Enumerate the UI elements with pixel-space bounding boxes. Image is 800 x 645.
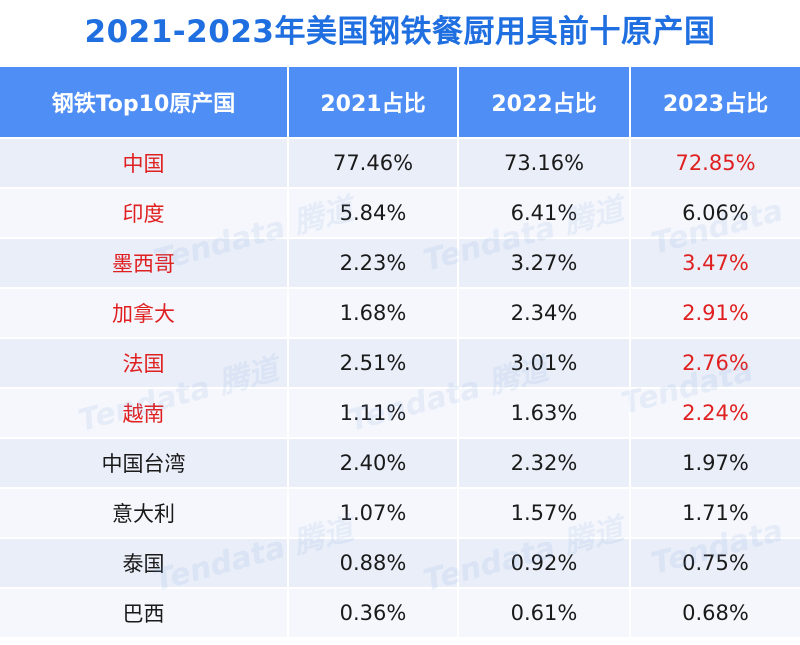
table-row: 巴西 0.36% 0.61% 0.68%: [0, 587, 800, 637]
row-2022-value: 1.63%: [458, 387, 631, 438]
row-2022-value: 0.92%: [458, 537, 631, 588]
table-row: 墨西哥 2.23% 3.27% 3.47%: [0, 237, 800, 288]
row-2022-value: 0.61%: [458, 587, 631, 637]
table-row: 中国台湾 2.40% 2.32% 1.97%: [0, 437, 800, 488]
table-header-row: 钢铁Top10原产国 2021占比 2022占比 2023占比: [0, 67, 800, 138]
row-country-cell: 加拿大: [0, 287, 289, 338]
chart-title: 2021-2023年美国钢铁餐厨用具前十原产国: [84, 14, 716, 50]
row-2023-value: 0.75%: [630, 537, 800, 588]
row-2021-value: 1.07%: [288, 487, 459, 538]
row-country-cell: 墨西哥: [0, 237, 289, 288]
row-2021-value: 77.46%: [288, 137, 459, 188]
column-header-2023: 2023占比: [630, 67, 800, 138]
table-row: 法国 2.51% 3.01% 2.76%: [0, 337, 800, 388]
table-row: 意大利 1.07% 1.57% 1.71%: [0, 487, 800, 538]
column-header-country: 钢铁Top10原产国: [0, 67, 289, 138]
row-country-cell: 印度: [0, 187, 289, 238]
row-2023-value: 2.24%: [630, 387, 800, 438]
row-2021-value: 0.36%: [288, 587, 459, 637]
data-table: 钢铁Top10原产国 2021占比 2022占比 2023占比 中国 77.46%…: [0, 67, 800, 637]
row-country-cell: 中国台湾: [0, 437, 289, 488]
row-2022-value: 3.01%: [458, 337, 631, 388]
row-2023-value: 2.91%: [630, 287, 800, 338]
row-country-cell: 泰国: [0, 537, 289, 588]
row-country-cell: 法国: [0, 337, 289, 388]
row-2021-value: 2.51%: [288, 337, 459, 388]
row-country-cell: 中国: [0, 137, 289, 188]
row-2023-value: 2.76%: [630, 337, 800, 388]
row-2023-value: 0.68%: [630, 587, 800, 637]
row-2023-value: 72.85%: [630, 137, 800, 188]
row-2021-value: 0.88%: [288, 537, 459, 588]
table-row: 加拿大 1.68% 2.34% 2.91%: [0, 287, 800, 338]
row-2023-value: 6.06%: [630, 187, 800, 238]
table-body: 中国 77.46% 73.16% 72.85% 印度 5.84% 6.41% 6.06% 墨西哥…: [0, 137, 800, 637]
table-row: 泰国 0.88% 0.92% 0.75%: [0, 537, 800, 588]
row-2021-value: 1.68%: [288, 287, 459, 338]
row-country-cell: 意大利: [0, 487, 289, 538]
table-row: 印度 5.84% 6.41% 6.06%: [0, 187, 800, 238]
column-header-2021: 2021占比: [288, 67, 459, 138]
row-2021-value: 5.84%: [288, 187, 459, 238]
row-2023-value: 3.47%: [630, 237, 800, 288]
row-2022-value: 1.57%: [458, 487, 631, 538]
row-2022-value: 2.34%: [458, 287, 631, 338]
row-2022-value: 3.27%: [458, 237, 631, 288]
column-header-2022: 2022占比: [458, 67, 631, 138]
row-2022-value: 6.41%: [458, 187, 631, 238]
row-2023-value: 1.71%: [630, 487, 800, 538]
row-2023-value: 1.97%: [630, 437, 800, 488]
row-2022-value: 2.32%: [458, 437, 631, 488]
table-row: 中国 77.46% 73.16% 72.85%: [0, 137, 800, 188]
row-country-cell: 越南: [0, 387, 289, 438]
row-2021-value: 1.11%: [288, 387, 459, 438]
row-2021-value: 2.23%: [288, 237, 459, 288]
row-2022-value: 73.16%: [458, 137, 631, 188]
row-country-cell: 巴西: [0, 587, 289, 637]
row-2021-value: 2.40%: [288, 437, 459, 488]
table-row: 越南 1.11% 1.63% 2.24%: [0, 387, 800, 438]
